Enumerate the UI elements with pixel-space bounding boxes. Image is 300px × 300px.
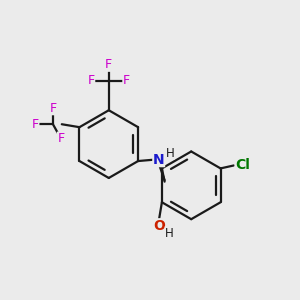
Text: F: F [87, 74, 94, 87]
Text: F: F [58, 132, 64, 145]
Text: N: N [153, 153, 164, 166]
Text: F: F [123, 74, 130, 87]
Text: O: O [153, 219, 165, 233]
Text: F: F [32, 118, 39, 131]
Text: F: F [105, 58, 112, 71]
Text: Cl: Cl [235, 158, 250, 172]
Text: F: F [50, 101, 56, 115]
Text: H: H [165, 227, 174, 240]
Text: H: H [166, 147, 174, 160]
